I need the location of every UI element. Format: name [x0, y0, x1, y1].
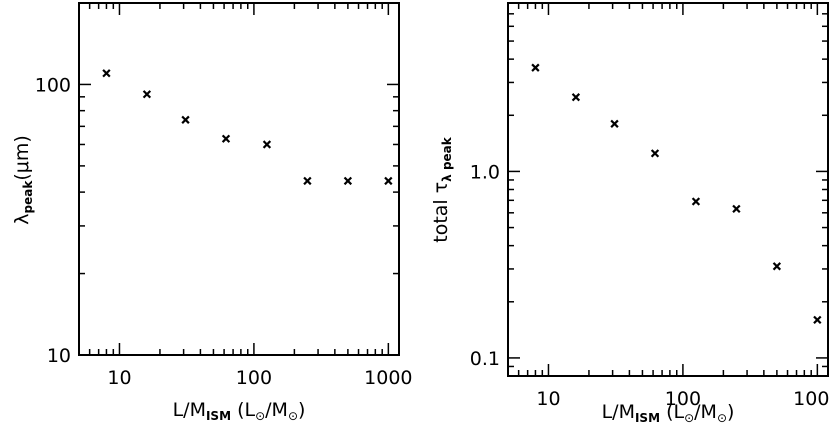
- x-axis-label: L/MISM (L⊙/M⊙): [602, 401, 735, 425]
- data-point: [691, 197, 701, 206]
- data-point: [772, 262, 782, 271]
- ticks: [507, 2, 828, 377]
- data-point: [610, 119, 619, 128]
- chart-panel-optical-depth: 10 100 1000 0.1 1.0 L/MISM (L⊙/M⊙) total τλ …: [430, 2, 830, 425]
- data-point: [221, 134, 231, 143]
- data-point: [102, 69, 111, 78]
- data-point: [732, 204, 741, 214]
- y-tick-label: 100: [35, 74, 71, 96]
- ticks: [78, 2, 399, 356]
- data-point: [142, 90, 152, 99]
- x-axis-label: L/MISM (L⊙/M⊙): [173, 399, 306, 423]
- data-point: [813, 315, 822, 325]
- data-point: [303, 176, 312, 186]
- data-point: [181, 115, 190, 124]
- data-point: [650, 149, 660, 158]
- x-tick-label: 100: [236, 367, 272, 389]
- data-point: [384, 176, 393, 186]
- data-point: [262, 140, 272, 149]
- data-point: [571, 93, 581, 102]
- y-axis-label: total τλ peak: [430, 136, 454, 243]
- tick-labels: 10 100 1000 0.1 1.0: [470, 161, 830, 410]
- x-tick-label: 1000: [364, 367, 412, 389]
- data-point: [531, 63, 540, 72]
- tick-labels: 10 100 1000 10 100: [35, 74, 413, 389]
- plot-frame: [507, 2, 829, 377]
- y-tick-label: 10: [47, 345, 71, 367]
- chart-panel-wavelength: 10 100 1000 10 100 L/MISM (L⊙/M⊙) λpeak(μm): [11, 2, 413, 423]
- x-tick-label: 1000: [793, 388, 830, 410]
- y-axis-label: λpeak(μm): [11, 135, 35, 224]
- data-point: [343, 176, 353, 186]
- y-tick-label: 0.1: [470, 348, 500, 370]
- x-tick-label: 10: [536, 388, 560, 410]
- plot-frame: [78, 2, 400, 356]
- x-tick-label: 10: [107, 367, 131, 389]
- data-points: [531, 63, 822, 325]
- x-tick-label: 100: [665, 388, 701, 410]
- data-points: [102, 69, 393, 186]
- y-tick-label: 1.0: [470, 161, 500, 183]
